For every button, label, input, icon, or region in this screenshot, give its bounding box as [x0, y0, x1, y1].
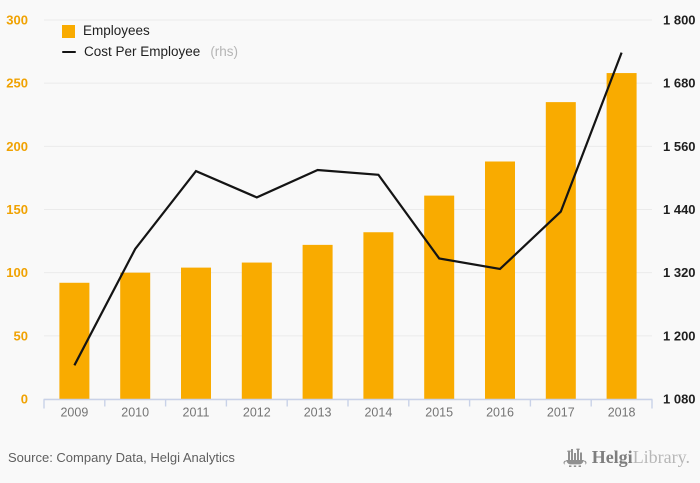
x-axis-label-2015: 2015	[425, 406, 453, 420]
legend-item-cost-per-employee[interactable]: Cost Per Employee (rhs)	[62, 45, 238, 59]
line-swatch-icon	[62, 50, 76, 54]
bar-2017	[545, 102, 576, 399]
legend-item-employees[interactable]: Employees	[62, 24, 238, 38]
bar-2016	[485, 161, 515, 399]
logo-suffix-text: Library.	[632, 447, 690, 467]
helgi-library-logo: HelgiLibrary.	[563, 446, 690, 469]
left-axis-tick-label: 0	[21, 392, 28, 407]
source-note: Source: Company Data, Helgi Analytics	[8, 449, 235, 465]
right-axis-tick-label: 1 320	[663, 265, 696, 280]
employees-swatch-icon	[62, 24, 75, 38]
legend-label: Employees	[83, 23, 150, 38]
bar-2010	[120, 272, 151, 399]
left-axis-tick-label: 150	[6, 202, 28, 217]
left-axis-tick-label: 50	[14, 328, 28, 343]
x-axis-label-2010: 2010	[121, 406, 149, 420]
chart-footer: Source: Company Data, Helgi Analytics	[0, 435, 700, 483]
employees-cost-chart: 300 1 800 250 1 680 200 1 560 150 1 440 100 1 320…	[6, 13, 696, 420]
left-axis-tick-label: 100	[6, 265, 28, 280]
logo-wordmark: HelgiLibrary.	[592, 447, 690, 467]
x-axis-label-2018: 2018	[608, 406, 636, 420]
right-axis-tick-label: 1 560	[663, 139, 696, 154]
legend-rhs-note: (rhs)	[210, 44, 239, 59]
right-axis-tick-label: 1 680	[663, 76, 696, 91]
helgi-ship-icon	[563, 448, 587, 467]
bar-2014	[363, 232, 394, 399]
x-axis-label-2009: 2009	[60, 406, 88, 420]
bar-2015	[424, 195, 455, 399]
x-axis-label-2012: 2012	[243, 406, 271, 420]
right-axis-tick-label: 1 080	[663, 392, 696, 407]
right-axis-tick-label: 1 800	[663, 13, 696, 28]
legend-label: Cost Per Employee	[84, 44, 201, 59]
bar-2011	[181, 267, 211, 399]
cost-per-employee-line	[73, 52, 623, 366]
x-axis-label-2011: 2011	[183, 406, 210, 420]
x-axis-label-2016: 2016	[486, 406, 514, 420]
left-axis-tick-label: 200	[6, 139, 28, 154]
bar-2018	[606, 73, 637, 399]
bar-2009	[59, 282, 90, 399]
chart-legend: Employees Cost Per Employee (rhs)	[62, 24, 238, 59]
bar-2012	[241, 262, 272, 399]
chart-canvas: 300 1 800 250 1 680 200 1 560 150 1 440 100 1 320…	[6, 13, 696, 420]
left-axis-tick-label: 250	[6, 76, 28, 91]
x-axis-label-2017: 2017	[547, 406, 575, 420]
x-axis-label-2014: 2014	[364, 406, 392, 420]
logo-brand-text: Helgi	[591, 447, 633, 467]
right-axis-tick-label: 1 440	[663, 202, 696, 217]
right-axis-tick-label: 1 200	[663, 328, 696, 343]
bar-2013	[302, 244, 333, 399]
x-axis-label-2013: 2013	[304, 406, 332, 420]
left-axis-tick-label: 300	[6, 13, 28, 28]
